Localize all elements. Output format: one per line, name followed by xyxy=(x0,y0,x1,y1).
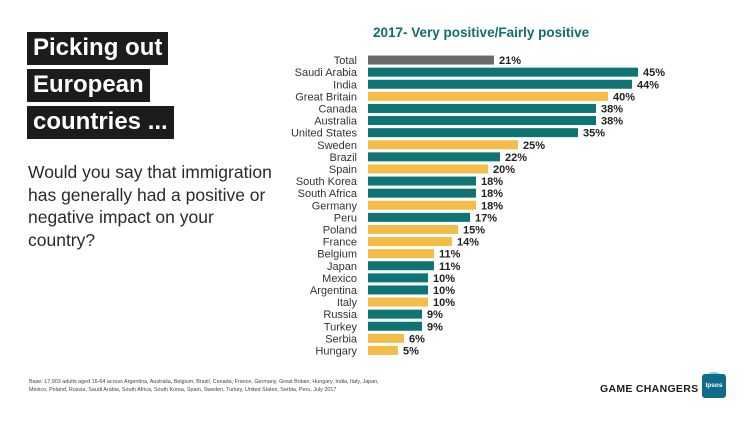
category-label: Russia xyxy=(323,309,358,321)
bar xyxy=(368,212,470,222)
value-label: 11% xyxy=(439,249,461,261)
bar xyxy=(368,164,488,174)
bar xyxy=(368,309,422,319)
category-label: Canada xyxy=(318,103,357,115)
category-label: France xyxy=(323,237,357,249)
category-label: Serbia xyxy=(325,333,358,345)
bar xyxy=(368,297,428,307)
category-label: Great Britain xyxy=(295,91,357,103)
value-label: 9% xyxy=(427,321,443,333)
bar xyxy=(368,152,500,162)
bar xyxy=(368,103,596,113)
value-label: 25% xyxy=(523,140,545,152)
value-label: 14% xyxy=(457,237,479,249)
chart-title: 2017- Very positive/Fairly positive xyxy=(373,25,590,40)
category-label: Hungary xyxy=(315,345,357,357)
value-label: 5% xyxy=(403,345,419,357)
bar xyxy=(368,321,422,331)
footnote: Base: 17,903 adults aged 16-64 across Ar… xyxy=(29,379,379,393)
bar xyxy=(368,273,428,283)
value-label: 6% xyxy=(409,333,425,345)
category-label: United States xyxy=(291,128,358,140)
title-line-1: Picking out xyxy=(27,32,169,65)
value-label: 17% xyxy=(475,212,497,224)
category-label: Saudi Arabia xyxy=(295,67,358,79)
value-label: 10% xyxy=(433,273,455,285)
survey-question: Would you say that immigration has gener… xyxy=(28,162,272,250)
value-label: 22% xyxy=(505,152,527,164)
value-label: 44% xyxy=(637,79,659,91)
bar xyxy=(368,67,638,77)
title-line-3: countries ... xyxy=(27,106,174,139)
logo-arc-icon xyxy=(708,372,720,377)
bar xyxy=(368,116,596,126)
category-label: Turkey xyxy=(324,321,358,333)
value-label: 9% xyxy=(427,309,443,321)
category-label: South Africa xyxy=(298,188,358,200)
value-label: 45% xyxy=(643,67,665,79)
bar xyxy=(368,285,428,295)
value-label: 21% xyxy=(499,55,521,67)
bar xyxy=(368,55,494,65)
bar xyxy=(368,128,578,138)
bar xyxy=(368,91,608,101)
category-label: Spain xyxy=(329,164,357,176)
value-label: 18% xyxy=(481,176,503,188)
bar xyxy=(368,345,398,355)
bar xyxy=(368,79,632,89)
bar xyxy=(368,333,404,343)
value-label: 38% xyxy=(601,103,623,115)
category-label: Poland xyxy=(323,224,357,236)
bar xyxy=(368,249,434,259)
bar xyxy=(368,237,452,247)
category-label: Sweden xyxy=(317,140,357,152)
value-label: 40% xyxy=(613,91,635,103)
bar xyxy=(368,140,518,150)
category-label: Italy xyxy=(337,297,358,309)
bar xyxy=(368,176,476,186)
category-label: Total xyxy=(334,55,357,67)
ipsos-logo: Ipsos xyxy=(702,374,726,398)
category-label: Peru xyxy=(334,212,357,224)
value-label: 15% xyxy=(463,224,485,236)
category-label: Japan xyxy=(327,261,357,273)
bar xyxy=(368,188,476,198)
value-label: 35% xyxy=(583,128,605,140)
slide-title: Picking out European countries ... xyxy=(27,32,174,143)
bar xyxy=(368,261,434,271)
value-label: 20% xyxy=(493,164,515,176)
category-label: Belgium xyxy=(317,249,357,261)
value-label: 18% xyxy=(481,188,503,200)
value-label: 11% xyxy=(439,261,461,273)
value-label: 38% xyxy=(601,116,623,128)
bar xyxy=(368,200,476,210)
category-label: Germany xyxy=(312,200,358,212)
value-label: 10% xyxy=(433,285,455,297)
category-label: Mexico xyxy=(322,273,357,285)
value-label: 10% xyxy=(433,297,455,309)
value-label: 18% xyxy=(481,200,503,212)
category-label: Australia xyxy=(314,116,358,128)
category-label: Brazil xyxy=(329,152,357,164)
category-label: Argentina xyxy=(310,285,358,297)
category-label: South Korea xyxy=(296,176,358,188)
bar xyxy=(368,224,458,234)
brand-tagline: GAME CHANGERS xyxy=(600,383,699,395)
title-line-2: European xyxy=(27,69,150,102)
category-label: India xyxy=(333,79,358,91)
